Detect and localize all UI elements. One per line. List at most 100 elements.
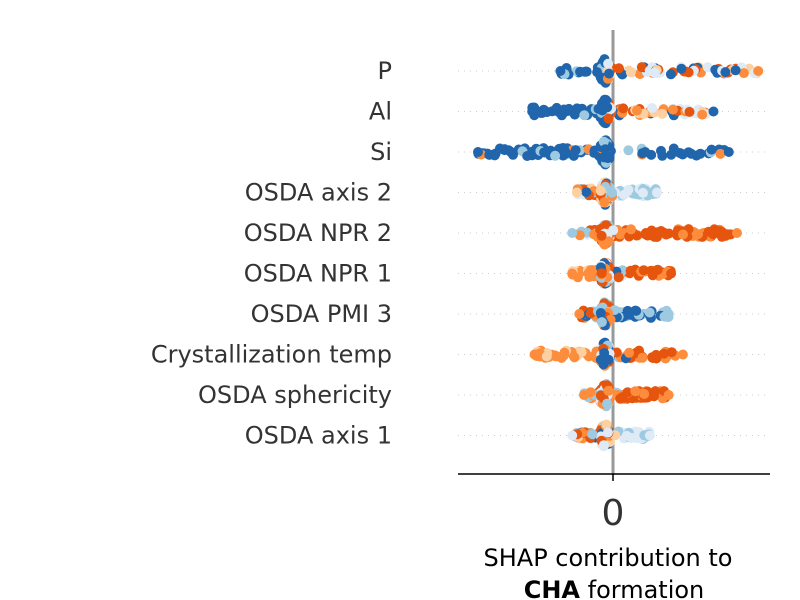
data-point: [603, 58, 614, 69]
data-point: [623, 145, 634, 156]
data-point: [732, 228, 742, 238]
data-point: [666, 347, 677, 358]
data-point: [691, 150, 702, 161]
data-point: [522, 151, 533, 161]
data-points: [473, 54, 764, 452]
data-point: [636, 62, 647, 73]
feature-label: OSDA PMI 3: [251, 300, 392, 328]
data-point: [637, 148, 648, 159]
feature-label: Crystallization temp: [151, 341, 392, 369]
feature-label: Al: [369, 98, 392, 126]
data-point: [595, 308, 606, 318]
data-point: [647, 229, 658, 240]
data-point: [668, 143, 679, 154]
data-point: [658, 348, 669, 359]
data-point: [601, 419, 612, 430]
data-point: [579, 390, 589, 400]
data-point: [715, 148, 726, 159]
x-axis-title-rest: formation: [580, 576, 704, 600]
x-axis-title-bold: CHA: [524, 576, 581, 600]
data-point: [571, 187, 582, 198]
data-point: [656, 145, 666, 156]
data-point: [657, 108, 668, 119]
data-point: [702, 62, 713, 73]
data-point: [559, 143, 570, 154]
data-point: [638, 265, 649, 276]
data-point: [529, 349, 540, 360]
data-point: [706, 144, 717, 155]
data-point: [541, 351, 552, 362]
data-point: [677, 349, 688, 360]
data-point: [663, 309, 674, 319]
data-point: [738, 68, 749, 79]
data-point: [550, 150, 561, 161]
data-point: [570, 145, 581, 156]
data-point: [649, 67, 660, 78]
data-point: [595, 185, 606, 196]
feature-labels: P Al Si OSDA axis 2 OSDA NPR 2 OSDA NPR 1 OSDA…: [151, 57, 392, 450]
data-point: [598, 440, 609, 451]
data-point: [637, 187, 648, 198]
data-point: [632, 105, 642, 116]
data-point: [676, 63, 687, 74]
feature-label: OSDA NPR 1: [244, 260, 392, 288]
data-point: [708, 106, 719, 117]
data-point: [574, 309, 585, 319]
data-point: [723, 147, 734, 157]
data-point: [596, 230, 607, 241]
data-point: [652, 187, 662, 198]
feature-label: OSDA axis 2: [245, 179, 392, 207]
data-point: [484, 149, 495, 160]
data-point: [618, 103, 629, 114]
data-point: [703, 226, 714, 237]
data-point: [644, 430, 655, 441]
data-point: [720, 67, 731, 78]
data-point: [599, 197, 610, 208]
feature-label: OSDA axis 1: [245, 422, 392, 450]
data-point: [623, 184, 634, 195]
data-point: [505, 146, 516, 157]
data-point: [666, 268, 677, 279]
data-point: [600, 144, 611, 155]
data-point: [599, 98, 610, 109]
data-point: [595, 390, 606, 401]
data-point: [579, 110, 590, 121]
data-point: [693, 229, 704, 240]
data-point: [581, 66, 592, 77]
data-point: [622, 305, 633, 316]
data-point: [608, 225, 619, 236]
data-point: [556, 353, 567, 363]
feature-label: P: [378, 57, 392, 85]
data-point: [637, 352, 648, 363]
data-point: [651, 349, 662, 360]
data-point: [663, 390, 674, 400]
data-point: [567, 430, 578, 441]
data-point: [603, 385, 614, 396]
data-point: [665, 69, 676, 80]
data-point: [473, 147, 483, 157]
data-point: [603, 236, 614, 247]
x-axis-title-line2: CHA formation: [524, 576, 705, 600]
data-point: [684, 106, 695, 117]
data-point: [650, 386, 661, 397]
data-point: [753, 66, 764, 76]
data-point: [683, 147, 694, 158]
data-point: [647, 103, 658, 113]
data-point: [631, 305, 642, 316]
data-point: [569, 352, 580, 363]
data-point: [536, 107, 547, 118]
data-point: [596, 268, 607, 279]
data-point: [625, 67, 636, 78]
data-point: [607, 187, 618, 198]
data-point: [567, 268, 578, 279]
data-point: [613, 272, 624, 283]
data-point: [604, 68, 614, 79]
data-point: [622, 387, 633, 398]
data-point: [644, 307, 655, 318]
data-point: [567, 228, 578, 238]
data-point: [661, 229, 672, 240]
data-point: [613, 63, 624, 74]
x-tick-label: 0: [602, 493, 625, 534]
data-point: [599, 348, 610, 358]
